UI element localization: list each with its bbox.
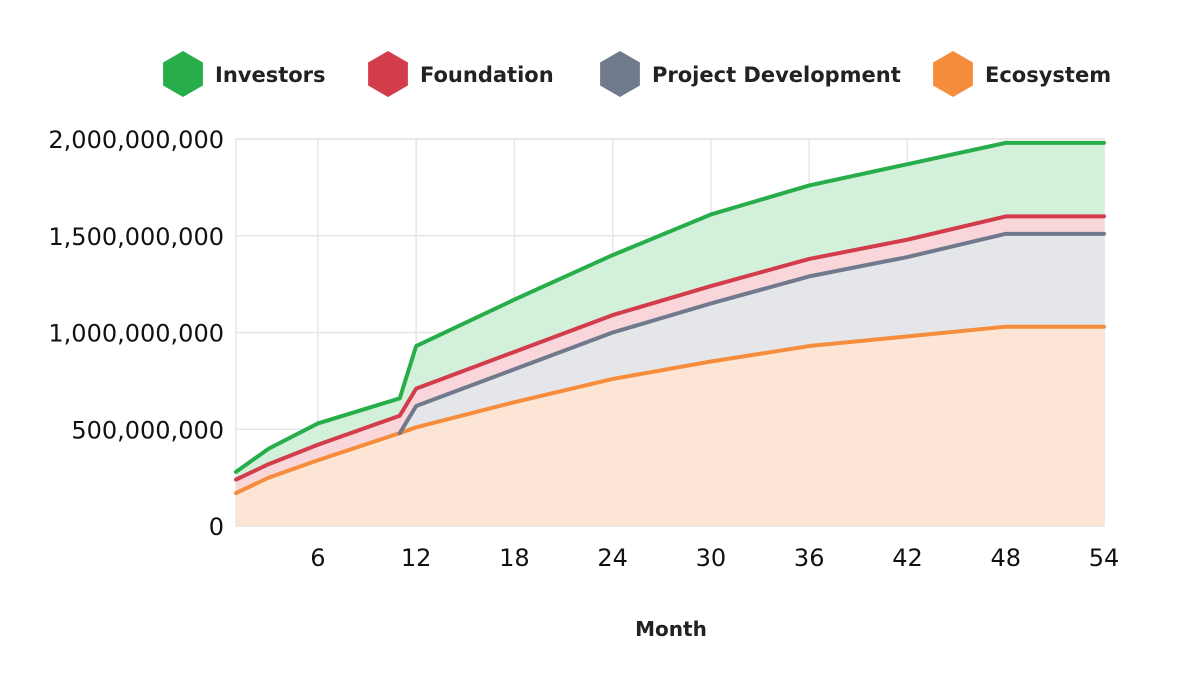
area-investors (236, 142, 1104, 480)
x-tick-label: 30 (696, 544, 727, 572)
legend-label: Project Development (652, 63, 901, 87)
legend-label: Ecosystem (985, 63, 1111, 87)
legend-hexagon-icon (933, 51, 973, 97)
legend: Investors Foundation Project Development Ec… (163, 51, 1111, 97)
legend-item-project-development[interactable]: Project Development (600, 51, 901, 97)
x-tick-label: 24 (597, 544, 628, 572)
y-tick-label: 1,000,000,000 (48, 320, 224, 348)
x-axis-title: Month (635, 617, 707, 641)
area-project-development (236, 233, 1104, 494)
line-foundation (234, 214, 1106, 482)
y-axis-ticks: 0 500,000,000 1,000,000,000 1,500,000,000 2,… (48, 126, 224, 541)
line-project-development (397, 231, 1106, 436)
legend-hexagon-icon (368, 51, 408, 97)
y-tick-label: 500,000,000 (71, 416, 224, 444)
y-tick-label: 2,000,000,000 (48, 126, 224, 154)
x-tick-label: 36 (794, 544, 825, 572)
series-lines (234, 140, 1106, 496)
x-tick-label: 54 (1089, 544, 1120, 572)
line-investors (234, 140, 1106, 474)
x-tick-label: 18 (499, 544, 530, 572)
y-tick-label: 0 (209, 513, 224, 541)
area-ecosystem (236, 326, 1104, 526)
legend-item-foundation[interactable]: Foundation (368, 51, 554, 97)
x-tick-label: 48 (990, 544, 1021, 572)
x-tick-label: 12 (401, 544, 432, 572)
x-axis-ticks: 6 12 18 24 30 36 42 48 54 (310, 544, 1119, 572)
x-tick-label: 42 (892, 544, 923, 572)
x-tick-label: 6 (310, 544, 325, 572)
legend-hexagon-icon (163, 51, 203, 97)
legend-hexagon-icon (600, 51, 640, 97)
legend-label: Investors (215, 63, 326, 87)
line-ecosystem (234, 324, 1106, 496)
legend-label: Foundation (420, 63, 554, 87)
legend-item-investors[interactable]: Investors (163, 51, 326, 97)
series-areas (236, 142, 1104, 526)
y-tick-label: 1,500,000,000 (48, 223, 224, 251)
legend-item-ecosystem[interactable]: Ecosystem (933, 51, 1111, 97)
